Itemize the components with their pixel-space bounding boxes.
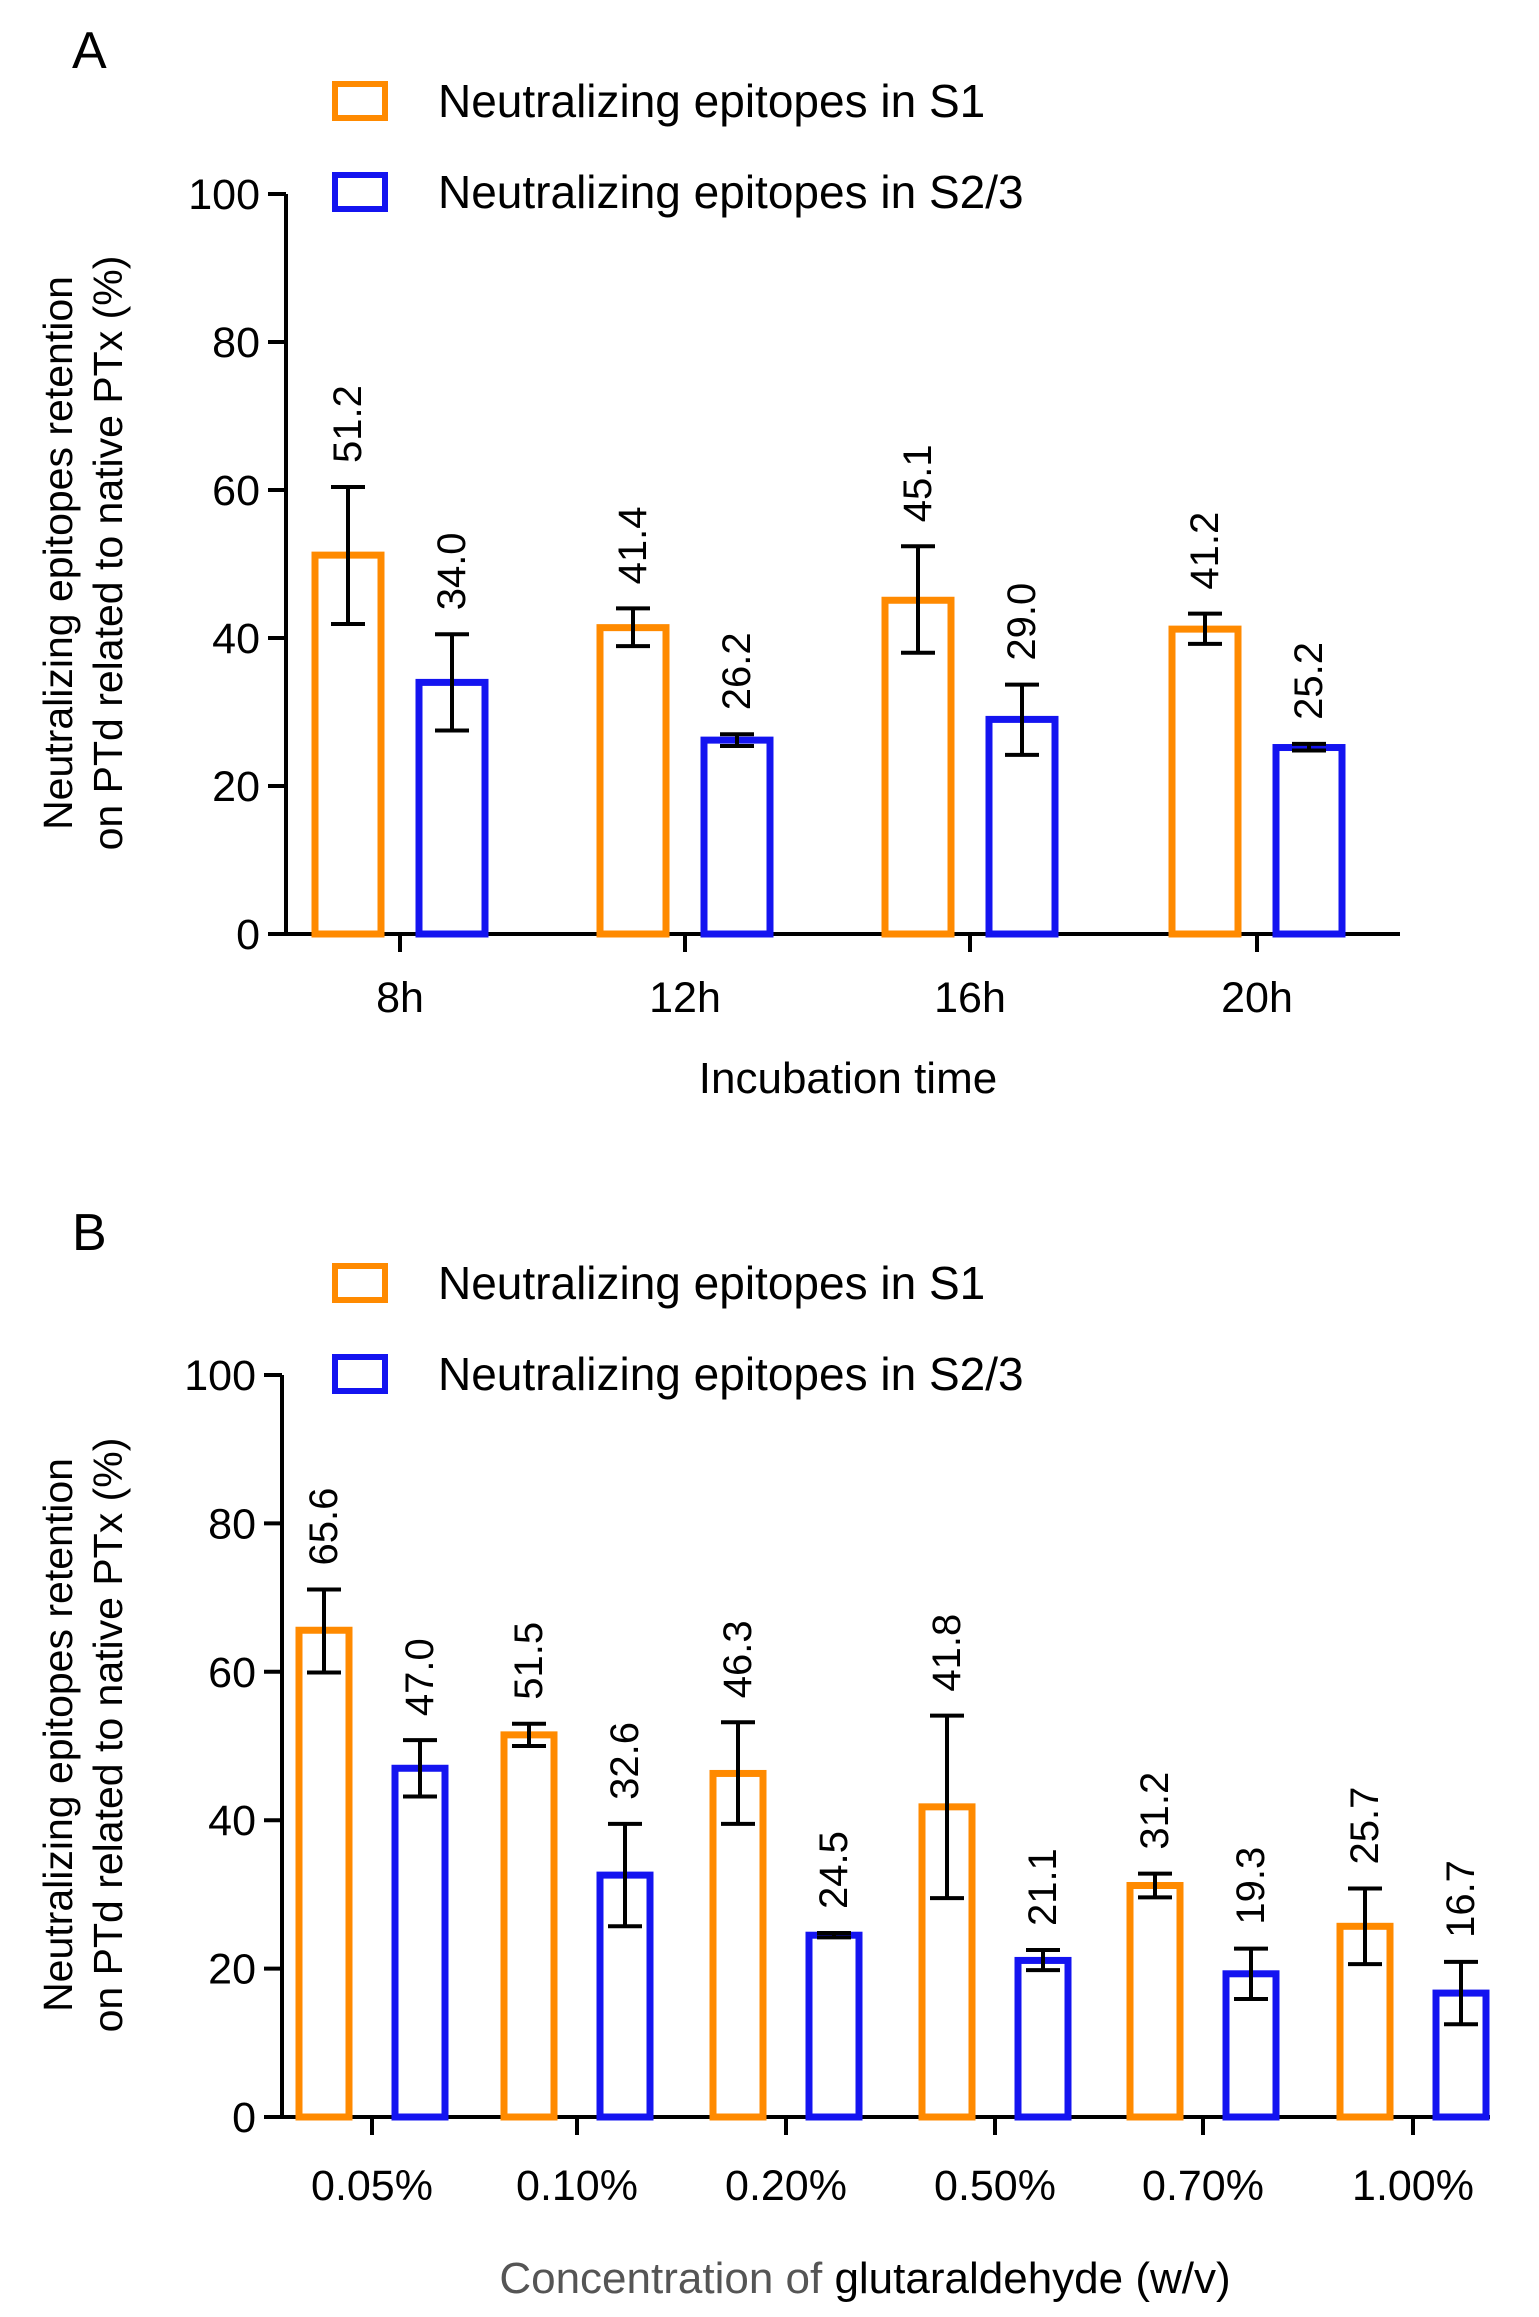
bar-s23 [805, 1931, 863, 2121]
y-tick-label: 60 [212, 467, 260, 515]
data-label: 31.2 [1133, 1772, 1177, 1850]
data-label: 65.6 [302, 1488, 346, 1566]
legend-swatch-s1 [332, 81, 388, 121]
panel-a: A Neutralizing epitopes in S1 Neutralizi… [35, 22, 1400, 1103]
y-tick-label: 0 [236, 911, 260, 959]
legend-swatch-s23 [332, 1354, 388, 1394]
x-axis-title-b-part2: glutaraldehyde (w/v) [834, 2254, 1230, 2303]
legend-a: Neutralizing epitopes in S1 Neutralizing… [332, 75, 1024, 218]
bar-s1 [1126, 1881, 1184, 2121]
x-axis-title-a: Incubation time [699, 1054, 997, 1103]
y-tick-label: 20 [208, 1946, 256, 1994]
bar-s23 [1014, 1956, 1072, 2121]
data-label: 45.1 [896, 444, 940, 522]
x-tick-label: 16h [934, 974, 1006, 1022]
data-label: 41.4 [611, 507, 655, 585]
data-label: 29.0 [1000, 583, 1044, 661]
data-label: 32.6 [603, 1722, 647, 1800]
legend-label-s23: Neutralizing epitopes in S2/3 [438, 166, 1024, 218]
y-axis-title-b: Neutralizing epitopes retention on PTd r… [35, 1438, 131, 2033]
legend-label-s23: Neutralizing epitopes in S2/3 [438, 1348, 1024, 1400]
y-axis-title-b-line2: on PTd related to native PTx (%) [85, 1438, 131, 2033]
data-label: 34.0 [430, 532, 474, 610]
bar-s23 [1272, 744, 1346, 938]
legend-label-s1: Neutralizing epitopes in S1 [438, 75, 985, 127]
data-label: 51.5 [507, 1622, 551, 1700]
y-tick-label: 60 [208, 1649, 256, 1697]
y-axis-title-a-line2: on PTd related to native PTx (%) [85, 256, 131, 851]
y-tick-label: 80 [212, 319, 260, 367]
data-label: 16.7 [1439, 1860, 1483, 1938]
y-axis-title-b-line1: Neutralizing epitopes retention [35, 1458, 81, 2012]
data-label: 21.1 [1021, 1848, 1065, 1926]
legend-b: Neutralizing epitopes in S1 Neutralizing… [332, 1257, 1024, 1400]
y-tick-label: 100 [188, 171, 260, 219]
x-tick-label: 20h [1221, 974, 1293, 1022]
x-tick-label: 0.20% [725, 2162, 847, 2210]
bar-s1 [500, 1731, 558, 2121]
x-tick-label: 12h [649, 974, 721, 1022]
x-tick-label: 0.70% [1142, 2162, 1264, 2210]
bar-s1 [295, 1626, 353, 2121]
plot-area-a: 0 20 40 60 80 100 8h 12h 16h 20h 51.2 41.4 45.1 41.2 3… [188, 171, 1400, 1022]
data-label: 24.5 [812, 1831, 856, 1909]
y-tick-label: 40 [212, 615, 260, 663]
data-label: 41.2 [1183, 512, 1227, 590]
data-label: 46.3 [716, 1620, 760, 1698]
bar-s23 [700, 736, 774, 938]
legend-swatch-s23 [332, 172, 388, 212]
x-tick-label: 0.10% [516, 2162, 638, 2210]
legend-swatch-s1 [332, 1263, 388, 1303]
y-tick-label: 0 [232, 2094, 256, 2142]
panel-b: B Neutralizing epitopes in S1 Neutralizi… [35, 1204, 1490, 2303]
data-label: 47.0 [398, 1638, 442, 1716]
y-tick-label: 40 [208, 1797, 256, 1845]
y-tick-label: 80 [208, 1500, 256, 1548]
y-axis-title-a-line1: Neutralizing epitopes retention [35, 276, 81, 830]
bar-s23 [391, 1764, 449, 2121]
bar-s1 [596, 624, 670, 938]
data-label: 26.2 [715, 632, 759, 710]
data-label: 51.2 [326, 385, 370, 463]
legend-label-s1: Neutralizing epitopes in S1 [438, 1257, 985, 1309]
panel-letter-a: A [72, 22, 107, 80]
bar-s1 [1168, 625, 1242, 938]
y-tick-label: 20 [212, 763, 260, 811]
x-axis-title-b-part1: Concentration of [499, 2254, 834, 2303]
x-tick-label: 1.00% [1352, 2162, 1474, 2210]
data-label: 19.3 [1229, 1847, 1273, 1925]
data-label: 25.7 [1343, 1787, 1387, 1865]
y-tick-label: 100 [184, 1352, 256, 1400]
x-tick-label: 0.05% [311, 2162, 433, 2210]
y-axis-title-a: Neutralizing epitopes retention on PTd r… [35, 256, 131, 851]
x-axis-title-b: Concentration of glutaraldehyde (w/v) [499, 2254, 1230, 2303]
panel-letter-b: B [72, 1204, 107, 1262]
x-tick-label: 0.50% [934, 2162, 1056, 2210]
data-label: 41.8 [925, 1614, 969, 1692]
data-label: 25.2 [1287, 642, 1331, 720]
x-tick-label: 8h [376, 974, 424, 1022]
plot-area-b: 0 20 40 60 80 100 0.05% 0.10% 0.20% 0.50% 0.70% 1.0… [184, 1352, 1490, 2210]
